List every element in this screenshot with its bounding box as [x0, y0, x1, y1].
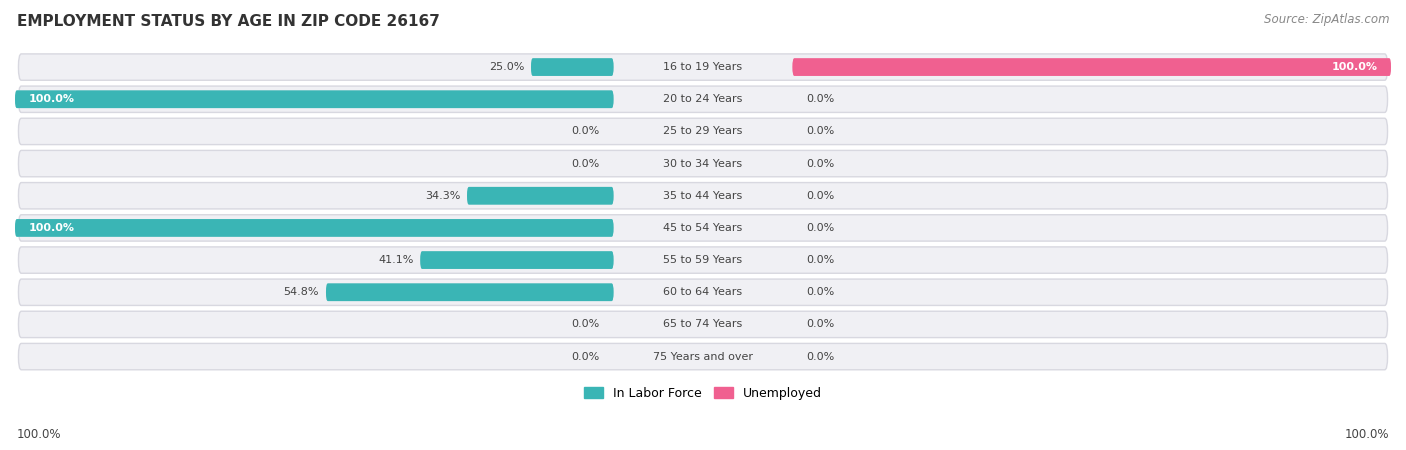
Text: 100.0%: 100.0%	[28, 223, 75, 233]
FancyBboxPatch shape	[793, 58, 1391, 76]
Text: 100.0%: 100.0%	[17, 428, 62, 441]
FancyBboxPatch shape	[15, 219, 613, 237]
FancyBboxPatch shape	[15, 219, 613, 237]
Text: 41.1%: 41.1%	[378, 255, 413, 265]
FancyBboxPatch shape	[420, 251, 613, 269]
Text: 0.0%: 0.0%	[806, 126, 834, 136]
Text: 0.0%: 0.0%	[572, 158, 600, 169]
Text: 16 to 19 Years: 16 to 19 Years	[664, 62, 742, 72]
Text: 75 Years and over: 75 Years and over	[652, 351, 754, 362]
Text: 0.0%: 0.0%	[806, 223, 834, 233]
Text: 30 to 34 Years: 30 to 34 Years	[664, 158, 742, 169]
Text: 0.0%: 0.0%	[572, 126, 600, 136]
Text: 0.0%: 0.0%	[806, 94, 834, 104]
Text: 0.0%: 0.0%	[806, 158, 834, 169]
FancyBboxPatch shape	[18, 343, 1388, 370]
FancyBboxPatch shape	[467, 187, 613, 205]
Text: 0.0%: 0.0%	[572, 351, 600, 362]
FancyBboxPatch shape	[467, 187, 613, 205]
FancyBboxPatch shape	[18, 54, 1388, 80]
Text: Source: ZipAtlas.com: Source: ZipAtlas.com	[1264, 14, 1389, 27]
FancyBboxPatch shape	[18, 86, 1388, 112]
FancyBboxPatch shape	[15, 90, 613, 108]
Text: 0.0%: 0.0%	[572, 320, 600, 329]
FancyBboxPatch shape	[18, 183, 1388, 209]
Text: 0.0%: 0.0%	[806, 191, 834, 201]
Text: 100.0%: 100.0%	[1331, 62, 1378, 72]
FancyBboxPatch shape	[793, 58, 1391, 76]
Text: 20 to 24 Years: 20 to 24 Years	[664, 94, 742, 104]
Text: 0.0%: 0.0%	[806, 351, 834, 362]
Text: 100.0%: 100.0%	[1344, 428, 1389, 441]
Text: 100.0%: 100.0%	[28, 94, 75, 104]
Text: 34.3%: 34.3%	[425, 191, 460, 201]
FancyBboxPatch shape	[18, 150, 1388, 177]
Text: 0.0%: 0.0%	[806, 255, 834, 265]
FancyBboxPatch shape	[420, 251, 613, 269]
FancyBboxPatch shape	[15, 90, 613, 108]
Text: 0.0%: 0.0%	[806, 287, 834, 297]
FancyBboxPatch shape	[18, 247, 1388, 273]
Text: 65 to 74 Years: 65 to 74 Years	[664, 320, 742, 329]
FancyBboxPatch shape	[18, 118, 1388, 144]
Text: 54.8%: 54.8%	[284, 287, 319, 297]
FancyBboxPatch shape	[18, 311, 1388, 338]
Text: 60 to 64 Years: 60 to 64 Years	[664, 287, 742, 297]
FancyBboxPatch shape	[531, 58, 613, 76]
FancyBboxPatch shape	[18, 279, 1388, 306]
Text: 35 to 44 Years: 35 to 44 Years	[664, 191, 742, 201]
Text: 25 to 29 Years: 25 to 29 Years	[664, 126, 742, 136]
Text: 25.0%: 25.0%	[489, 62, 524, 72]
FancyBboxPatch shape	[326, 284, 613, 301]
Text: 55 to 59 Years: 55 to 59 Years	[664, 255, 742, 265]
FancyBboxPatch shape	[531, 58, 613, 76]
FancyBboxPatch shape	[326, 284, 613, 301]
FancyBboxPatch shape	[18, 215, 1388, 241]
Legend: In Labor Force, Unemployed: In Labor Force, Unemployed	[579, 382, 827, 405]
Text: 0.0%: 0.0%	[806, 320, 834, 329]
Text: EMPLOYMENT STATUS BY AGE IN ZIP CODE 26167: EMPLOYMENT STATUS BY AGE IN ZIP CODE 261…	[17, 14, 440, 28]
Text: 45 to 54 Years: 45 to 54 Years	[664, 223, 742, 233]
